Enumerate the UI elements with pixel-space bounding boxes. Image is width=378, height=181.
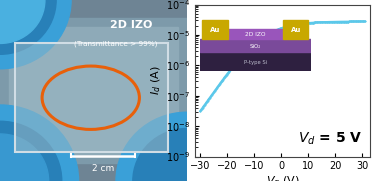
Wedge shape (0, 0, 56, 54)
Wedge shape (0, 121, 62, 181)
X-axis label: $V_g$ (V): $V_g$ (V) (266, 174, 299, 181)
Bar (0, 18, 187, 163)
Text: 2D IZO: 2D IZO (110, 20, 152, 30)
Wedge shape (0, 134, 49, 181)
Y-axis label: $I_d$ (A): $I_d$ (A) (149, 66, 163, 95)
Text: (Transmittance > 99%): (Transmittance > 99%) (74, 40, 158, 47)
Text: 2 cm: 2 cm (92, 164, 114, 173)
Bar (15, 43, 168, 152)
Text: $V_d$ = 5 V: $V_d$ = 5 V (298, 131, 363, 148)
Bar (15, 43, 168, 152)
Wedge shape (116, 112, 187, 181)
Bar (9, 27, 178, 154)
Wedge shape (0, 105, 79, 181)
Wedge shape (0, 0, 71, 69)
Wedge shape (0, 0, 45, 43)
Wedge shape (133, 129, 187, 181)
